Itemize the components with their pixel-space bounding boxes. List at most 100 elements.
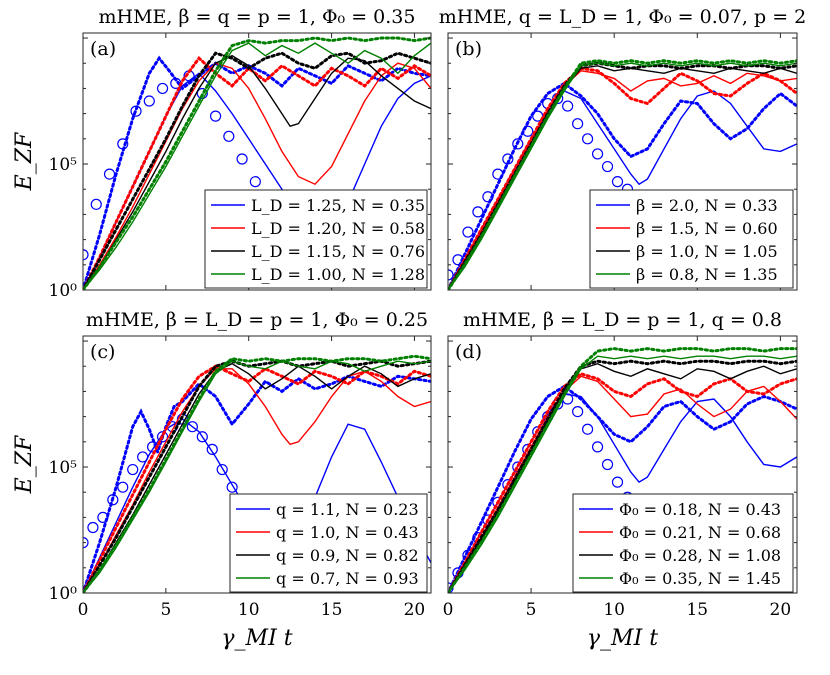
data-point-marker (502, 153, 514, 165)
series-line-dotted (83, 364, 431, 593)
series-line-solid (448, 362, 797, 593)
data-point-marker (601, 458, 614, 471)
legend-entry: L_D = 1.15, N = 0.76 (251, 242, 425, 261)
series-line-dotted (448, 59, 797, 290)
panel-a: mHME, β = q = p = 1, Φ₀ = 0.35 10⁰ 10⁵ E_ZF… (12, 6, 432, 301)
data-point-marker (87, 521, 99, 534)
x-tick-label: 15 (686, 600, 708, 620)
plot-area (83, 36, 431, 290)
panel-title: mHME, β = L_D = p = 1, Φ₀ = 0.25 (86, 309, 428, 331)
data-point-marker (216, 463, 228, 476)
data-point-marker (103, 168, 116, 180)
x-tick-label: 0 (78, 600, 89, 620)
series-line-dotted (83, 359, 431, 593)
series-line-dotted (448, 61, 797, 290)
panel-b: mHME, q = L_D = 1, Φ₀ = 0.07, p = 2 (b) β … (439, 6, 807, 291)
legend-entry: β = 1.5, N = 0.60 (636, 219, 778, 238)
data-point-marker (209, 110, 222, 122)
x-axis-label: γ_MI t (587, 626, 658, 651)
series-line-dotted (448, 347, 797, 593)
panel-label: (c) (90, 341, 115, 363)
y-axis-label: E_ZF (12, 435, 37, 494)
series-line-dotted (448, 81, 797, 290)
data-point-marker (117, 481, 129, 493)
data-point-marker (107, 494, 119, 506)
series-line-solid (448, 62, 797, 290)
legend-entry: L_D = 1.00, N = 1.28 (251, 265, 425, 284)
legend-entry: q = 0.7, N = 0.93 (276, 569, 419, 588)
axes-frame (447, 335, 798, 594)
series-line-solid (83, 54, 431, 290)
x-tick-label: 20 (770, 600, 792, 620)
data-point-marker (249, 176, 261, 188)
y-tick-label: 10⁵ (49, 458, 78, 478)
legend: β = 2.0, N = 0.33 β = 1.5, N = 0.60 β = 1.… (589, 189, 794, 289)
x-tick-label: 15 (321, 600, 343, 620)
series-line-solid (83, 362, 431, 593)
plot-area (448, 59, 797, 290)
data-point-marker (90, 198, 102, 210)
data-point-marker (137, 451, 149, 463)
data-point-marker (186, 421, 198, 433)
x-axis-label: γ_MI t (221, 626, 292, 651)
legend-entry: L_D = 1.20, N = 0.58 (251, 219, 425, 238)
axes-frame (82, 335, 432, 594)
panel-label: (b) (455, 38, 482, 60)
data-point-marker (462, 226, 474, 238)
series-line-solid (83, 368, 431, 593)
legend-entry: q = 1.1, N = 0.23 (276, 500, 419, 519)
data-point-marker (572, 405, 584, 418)
data-point-marker (206, 443, 218, 455)
x-tick-label: 5 (526, 600, 537, 620)
legend-box (229, 493, 428, 593)
data-point-marker (117, 138, 129, 150)
series-line-dotted (83, 36, 431, 290)
data-point-marker (591, 441, 604, 453)
data-point-marker (196, 87, 208, 100)
y-axis-label: E_ZF (12, 132, 37, 191)
x-tick-label: 5 (160, 600, 171, 620)
data-point-marker (196, 431, 208, 443)
panel-title: mHME, β = q = p = 1, Φ₀ = 0.35 (99, 6, 416, 28)
data-point-marker (83, 537, 89, 549)
data-point-marker (472, 206, 484, 218)
series-line-solid (83, 42, 431, 290)
panel-title: mHME, β = L_D = p = 1, q = 0.8 (463, 309, 782, 331)
data-point-marker (226, 481, 238, 493)
y-tick-label: 10⁰ (49, 584, 78, 604)
data-point-marker (532, 110, 544, 122)
y-tick-label: 10⁵ (49, 155, 78, 175)
y-tick-label: 10⁰ (49, 281, 78, 301)
legend-entry: β = 0.8, N = 1.35 (636, 265, 778, 284)
data-point-marker (601, 160, 614, 173)
axes-frame (447, 32, 798, 291)
data-point-marker (562, 100, 574, 112)
data-point-marker (130, 105, 142, 117)
plot-area (448, 347, 797, 593)
legend-box (589, 189, 794, 289)
legend: L_D = 1.25, N = 0.35 L_D = 1.20, N = 0.58… (204, 189, 428, 289)
series-line-dotted (448, 372, 797, 593)
legend-entry: Φ₀ = 0.28, N = 1.08 (619, 546, 781, 565)
legend: q = 1.1, N = 0.23 q = 1.0, N = 0.43 q = 0.… (229, 493, 428, 593)
data-point-marker (156, 82, 169, 95)
legend-entry: β = 2.0, N = 0.33 (636, 196, 778, 215)
data-point-marker (83, 249, 89, 261)
data-point-marker (448, 269, 454, 281)
series-line-dotted (83, 354, 431, 593)
data-point-marker (611, 176, 624, 188)
data-point-marker (572, 118, 584, 130)
panel-c: mHME, β = L_D = p = 1, Φ₀ = 0.25 0 5 10 15 20… (12, 309, 432, 651)
legend-entry: Φ₀ = 0.18, N = 0.43 (619, 500, 781, 519)
panel-label: (a) (90, 38, 116, 60)
x-tick-label: 0 (443, 600, 454, 620)
legend: Φ₀ = 0.18, N = 0.43 Φ₀ = 0.21, N = 0.68 Φ₀… (572, 493, 794, 593)
legend-entry: L_D = 1.25, N = 0.35 (251, 196, 425, 215)
panel-title: mHME, q = L_D = 1, Φ₀ = 0.07, p = 2 (439, 6, 807, 28)
data-point-marker (236, 153, 248, 165)
data-point-marker (127, 463, 139, 476)
data-point-marker (482, 191, 494, 203)
series-line-dotted (448, 66, 797, 290)
data-point-marker (223, 130, 235, 142)
